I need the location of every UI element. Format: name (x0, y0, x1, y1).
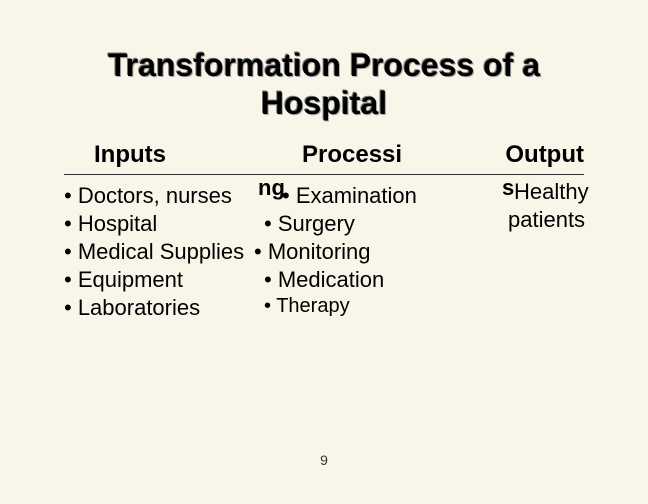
processing-item-1: • Examination (282, 183, 417, 209)
inputs-item-3: • Medical Supplies (64, 239, 244, 265)
processing-item-4: • Medication (264, 267, 384, 293)
header-processing-line2: ng (258, 175, 285, 201)
header-outputs-line2: s (502, 175, 514, 201)
inputs-item-2: • Hospital (64, 211, 157, 237)
slide-body: ng s • Doctors, nurses • Hospital • Medi… (64, 175, 584, 375)
inputs-item-1: • Doctors, nurses (64, 183, 232, 209)
inputs-item-5: • Laboratories (64, 295, 200, 321)
outputs-line-1: Healthy (514, 179, 589, 205)
processing-item-2: • Surgery (264, 211, 355, 237)
slide-title: Transformation Process of a Hospital (0, 0, 648, 123)
processing-item-5: • Therapy (264, 295, 350, 318)
outputs-line-2: patients (508, 207, 585, 233)
inputs-item-4: • Equipment (64, 267, 183, 293)
header-outputs-line1: Output (505, 141, 584, 169)
processing-item-3: • Monitoring (254, 239, 371, 265)
header-inputs: Inputs (94, 141, 166, 169)
column-headers: Inputs Processi Output (64, 141, 584, 175)
title-line-1: Transformation Process of a (0, 46, 648, 84)
title-line-2: Hospital (0, 84, 648, 122)
page-number: 9 (0, 452, 648, 468)
header-processing-line1: Processi (302, 141, 402, 169)
